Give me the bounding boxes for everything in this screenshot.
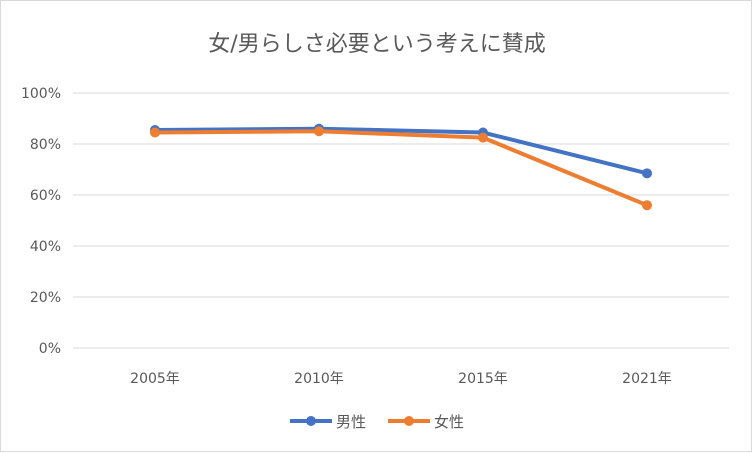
y-tick-label: 40%	[30, 239, 61, 255]
chart-title: 女/男らしさ必要という考えに賛成	[208, 32, 545, 57]
gridlines	[73, 92, 729, 349]
x-axis: 2005年 2010年 2015年 2021年	[130, 371, 672, 387]
series-line	[153, 129, 649, 208]
x-tick-label: 2010年	[294, 371, 344, 387]
series-group	[150, 123, 652, 211]
y-axis: 0% 20% 40% 60% 80% 100%	[21, 86, 61, 357]
x-tick-label: 2021年	[622, 371, 672, 387]
legend-marker	[404, 416, 414, 426]
data-point[interactable]	[150, 127, 160, 138]
x-tick-label: 2005年	[130, 371, 180, 387]
series-2	[150, 126, 652, 211]
data-point[interactable]	[478, 132, 488, 143]
y-tick-label: 20%	[30, 290, 61, 306]
y-tick-label: 80%	[30, 137, 61, 153]
legend-item[interactable]: 男性	[290, 413, 366, 431]
y-tick-label: 60%	[30, 188, 61, 204]
legend-label: 男性	[336, 413, 366, 431]
data-point[interactable]	[642, 200, 652, 211]
y-tick-label: 100%	[21, 86, 61, 102]
data-point[interactable]	[642, 168, 652, 179]
data-point[interactable]	[314, 126, 324, 137]
legend-marker	[306, 416, 316, 426]
legend[interactable]: 男性 女性	[290, 413, 464, 431]
legend-item[interactable]: 女性	[388, 413, 464, 431]
legend-label: 女性	[434, 413, 464, 431]
y-tick-label: 0%	[39, 341, 61, 357]
x-tick-label: 2015年	[458, 371, 508, 387]
series-line	[153, 126, 649, 176]
